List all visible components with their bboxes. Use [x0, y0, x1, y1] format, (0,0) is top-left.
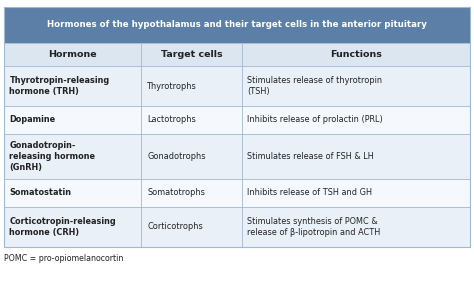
Text: Corticotrophs: Corticotrophs	[147, 222, 203, 231]
Text: POMC = pro-opiomelanocortin: POMC = pro-opiomelanocortin	[4, 254, 123, 263]
Bar	[4, 134, 470, 179]
Text: Inhibits release of prolactin (PRL): Inhibits release of prolactin (PRL)	[247, 115, 383, 124]
Bar	[4, 7, 470, 247]
Bar	[4, 7, 470, 43]
Text: Dopamine: Dopamine	[9, 115, 55, 124]
Text: Functions: Functions	[330, 50, 382, 59]
Text: Stimulates synthesis of POMC &
release of β-lipotropin and ACTH: Stimulates synthesis of POMC & release o…	[247, 217, 381, 237]
Text: Hormone: Hormone	[48, 50, 97, 59]
Text: Thyrotrophs: Thyrotrophs	[147, 82, 197, 91]
Text: Gonadotrophs: Gonadotrophs	[147, 152, 206, 161]
Bar	[4, 207, 470, 247]
Text: Corticotropin-releasing
hormone (CRH): Corticotropin-releasing hormone (CRH)	[9, 217, 116, 237]
Text: Lactotrophs: Lactotrophs	[147, 115, 196, 124]
Text: Somatotrophs: Somatotrophs	[147, 188, 205, 198]
Bar	[4, 43, 470, 66]
Text: Stimulates release of FSH & LH: Stimulates release of FSH & LH	[247, 152, 374, 161]
Text: Stimulates release of thyrotropin
(TSH): Stimulates release of thyrotropin (TSH)	[247, 76, 383, 96]
Text: Thyrotropin-releasing
hormone (TRH): Thyrotropin-releasing hormone (TRH)	[9, 76, 109, 96]
Bar	[4, 66, 470, 106]
Text: Somatostatin: Somatostatin	[9, 188, 72, 198]
Bar	[4, 106, 470, 134]
Text: Inhibits release of TSH and GH: Inhibits release of TSH and GH	[247, 188, 373, 198]
Text: Target cells: Target cells	[161, 50, 222, 59]
Text: Hormones of the hypothalamus and their target cells in the anterior pituitary: Hormones of the hypothalamus and their t…	[47, 20, 427, 29]
Bar	[4, 179, 470, 207]
Text: Gonadotropin-
releasing hormone
(GnRH): Gonadotropin- releasing hormone (GnRH)	[9, 141, 95, 172]
